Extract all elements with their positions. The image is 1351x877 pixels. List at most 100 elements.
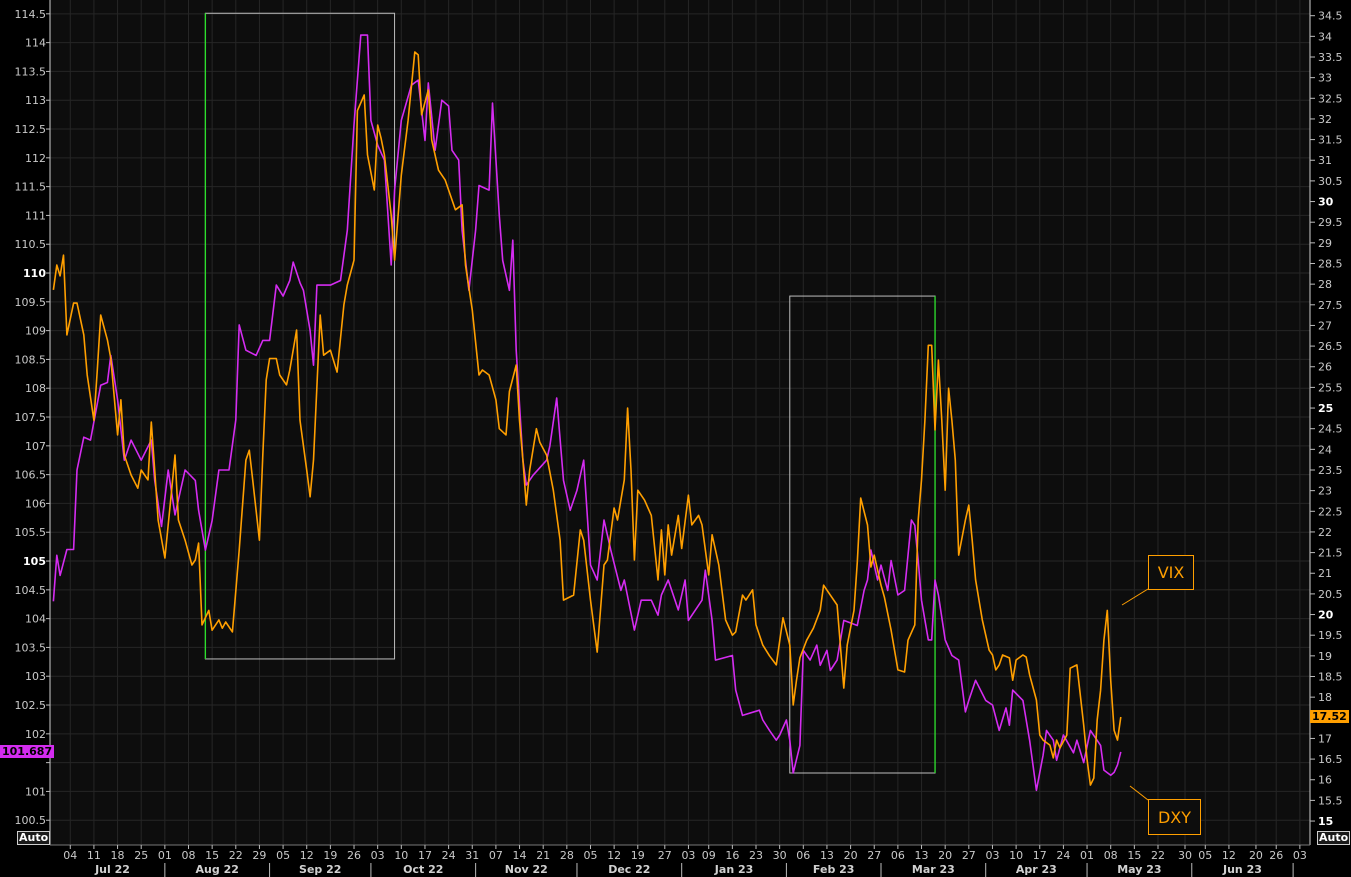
x-day-label: 19: [631, 849, 645, 862]
x-month-label: Jul 22: [94, 863, 130, 876]
x-day-label: 29: [252, 849, 266, 862]
left-tick-label: 114: [25, 37, 46, 50]
vix-last-value-tag: 17.52: [1310, 710, 1349, 724]
right-tick-label: 24.5: [1318, 423, 1343, 436]
left-tick-label: 100.5: [15, 814, 47, 827]
grid: [50, 0, 1310, 845]
x-day-label: 08: [1104, 849, 1118, 862]
x-day-label: 26: [1269, 849, 1283, 862]
left-tick-label: 110.5: [15, 238, 47, 251]
left-tick-label: 109: [25, 325, 46, 338]
x-day-label: 07: [489, 849, 503, 862]
left-tick-label: 102.5: [15, 699, 47, 712]
left-tick-label: 105: [23, 555, 46, 568]
left-tick-label: 106: [25, 497, 46, 510]
right-tick-label: 16: [1318, 774, 1332, 787]
right-tick-label: 32.5: [1318, 92, 1343, 105]
x-day-label: 15: [1127, 849, 1141, 862]
x-day-label: 06: [891, 849, 905, 862]
right-tick-label: 32: [1318, 113, 1332, 126]
x-day-label: 16: [725, 849, 739, 862]
right-tick-label: 28.5: [1318, 257, 1343, 270]
x-month-label: May 23: [1117, 863, 1161, 876]
right-tick-label: 26.5: [1318, 340, 1343, 353]
right-tick-label: 28: [1318, 278, 1332, 291]
x-day-label: 25: [134, 849, 148, 862]
x-month-label: Dec 22: [608, 863, 650, 876]
x-month-label: Feb 23: [813, 863, 855, 876]
x-day-label: 11: [87, 849, 101, 862]
right-tick-label: 31.5: [1318, 134, 1343, 147]
vix-callout-leader: [1121, 588, 1149, 606]
left-tick-label: 107: [25, 440, 46, 453]
x-day-label: 30: [773, 849, 787, 862]
right-axis-ticks: 15 15.5 16 16.5 17 18 18.5 19 19.5 20 20.5 21 21.5 22…: [1310, 10, 1343, 828]
x-day-label: 05: [276, 849, 290, 862]
left-tick-label: 113: [25, 94, 46, 107]
right-tick-label: 18.5: [1318, 670, 1343, 683]
left-tick-label: 108.5: [15, 353, 47, 366]
right-tick-label: 23: [1318, 485, 1332, 498]
x-day-label: 17: [1033, 849, 1047, 862]
right-tick-label: 31: [1318, 154, 1332, 167]
right-tick-label: 33: [1318, 72, 1332, 85]
right-tick-label: 25: [1318, 402, 1333, 415]
x-day-label: 09: [702, 849, 716, 862]
x-day-label: 17: [418, 849, 432, 862]
right-tick-label: 23.5: [1318, 464, 1343, 477]
right-tick-label: 24: [1318, 443, 1332, 456]
x-month-label: Oct 22: [403, 863, 443, 876]
right-tick-label: 34.5: [1318, 10, 1343, 23]
x-day-label: 26: [347, 849, 361, 862]
x-day-label: 20: [938, 849, 952, 862]
x-day-label: 24: [442, 849, 456, 862]
x-day-label: 24: [1056, 849, 1070, 862]
right-tick-label: 17: [1318, 732, 1332, 745]
plot-background: [50, 0, 1310, 845]
x-day-label: 27: [867, 849, 881, 862]
x-day-label: 28: [560, 849, 574, 862]
x-month-label: Jun 23: [1222, 863, 1262, 876]
x-month-label: Nov 22: [505, 863, 548, 876]
right-tick-label: 29: [1318, 237, 1332, 250]
x-month-label: Mar 23: [912, 863, 955, 876]
right-tick-label: 15.5: [1318, 794, 1343, 807]
left-tick-label: 106.5: [15, 469, 47, 482]
left-tick-label: 101: [25, 785, 46, 798]
x-day-label: 22: [1151, 849, 1165, 862]
x-day-label: 23: [749, 849, 763, 862]
x-day-label: 22: [229, 849, 243, 862]
x-day-label: 27: [658, 849, 672, 862]
right-tick-label: 20: [1318, 609, 1334, 622]
left-tick-label: 112: [25, 152, 46, 165]
right-tick-label: 25.5: [1318, 381, 1343, 394]
right-tick-label: 22.5: [1318, 505, 1343, 518]
dxy-last-value-tag: 101.687: [0, 745, 55, 759]
right-axis-auto-button[interactable]: Auto: [1317, 831, 1351, 845]
dxy-callout-label: DXY: [1148, 799, 1201, 835]
left-tick-label: 110: [23, 267, 46, 280]
x-month-label: Apr 23: [1016, 863, 1057, 876]
right-tick-label: 16.5: [1318, 753, 1343, 766]
x-day-label: 15: [205, 849, 219, 862]
left-tick-label: 103.5: [15, 641, 47, 654]
right-tick-label: 30.5: [1318, 175, 1343, 188]
x-axis-ticks: 04 11 18 25 01 08 15 22 29 05 12 19 26 03 10 17 24 31 07 14…: [63, 845, 1307, 877]
x-day-label: 03: [1293, 849, 1307, 862]
x-day-label: 21: [536, 849, 550, 862]
right-tick-label: 30: [1318, 196, 1334, 209]
left-tick-label: 112.5: [15, 123, 47, 136]
left-tick-label: 108: [25, 382, 46, 395]
right-tick-label: 15: [1318, 815, 1333, 828]
right-tick-label: 33.5: [1318, 51, 1343, 64]
left-tick-label: 107.5: [15, 411, 47, 424]
x-day-label: 05: [1198, 849, 1212, 862]
x-day-label: 10: [394, 849, 408, 862]
right-tick-label: 19.5: [1318, 629, 1343, 642]
x-day-label: 05: [583, 849, 597, 862]
dxy-callout-leader: [1129, 785, 1149, 801]
left-axis-auto-button[interactable]: Auto: [17, 831, 51, 845]
x-day-label: 03: [371, 849, 385, 862]
x-day-label: 14: [513, 849, 527, 862]
